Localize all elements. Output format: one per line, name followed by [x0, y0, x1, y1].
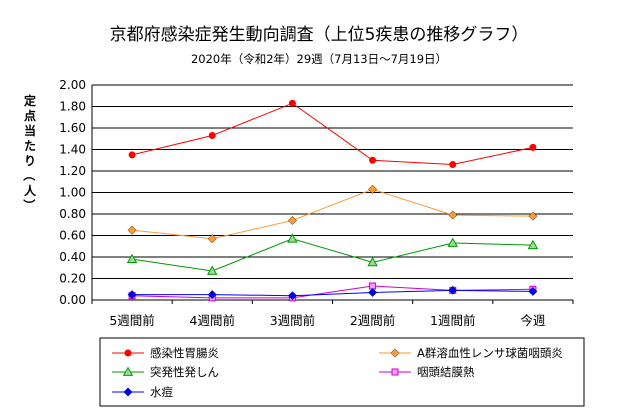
legend-label: 咽頭結膜熱 — [417, 365, 475, 379]
legend-item: A群溶血性レンサ球菌咽頭炎 — [379, 346, 563, 360]
y-axis-label-char: た — [24, 139, 36, 153]
legend-item: 水痘 — [112, 385, 173, 399]
data-point — [448, 210, 458, 220]
data-point — [207, 234, 217, 244]
data-point — [447, 237, 459, 247]
data-point — [528, 286, 538, 296]
data-point — [128, 151, 136, 159]
legend-marker — [123, 387, 133, 397]
data-point — [127, 225, 137, 235]
y-axis-label-char: （ — [22, 169, 37, 181]
data-point — [208, 132, 216, 140]
data-point — [528, 211, 538, 221]
series-line — [132, 188, 533, 240]
x-category-label: 5週間前 — [109, 313, 154, 328]
series-lines — [126, 99, 539, 302]
y-tick-label: 1.20 — [59, 164, 86, 178]
series-line — [131, 102, 534, 166]
data-point — [369, 156, 377, 164]
y-tick-label: 0.00 — [59, 293, 86, 307]
chart-subtitle: 2020年（令和2年）29週（7月13日～7月19日） — [191, 52, 447, 66]
x-category-label: 1週間前 — [430, 313, 475, 328]
legend-item: 咽頭結膜熱 — [379, 365, 475, 379]
data-point — [206, 265, 218, 275]
data-point — [368, 184, 378, 194]
legend-marker — [390, 348, 400, 358]
x-category-label: 4週間前 — [190, 313, 235, 328]
data-point — [287, 233, 298, 243]
y-axis-label-char: 人 — [24, 183, 37, 198]
legend-marker — [124, 349, 132, 357]
legend-label: 水痘 — [150, 385, 173, 399]
y-tick-label: 1.80 — [59, 100, 86, 114]
y-axis-label-char: り — [24, 154, 36, 168]
legend-label: 突発性発しん — [150, 365, 219, 379]
data-point — [127, 290, 137, 300]
data-point — [207, 290, 217, 300]
y-tick-labels: 0.00 0.20 0.40 0.60 0.80 1.00 1.20 1.40 1.60 1.80… — [59, 78, 86, 307]
data-point — [527, 239, 539, 250]
series-3 — [126, 233, 539, 275]
series-line — [132, 238, 533, 272]
series-1 — [128, 99, 537, 169]
legend-item: 感染性胃腸炎 — [112, 346, 219, 360]
series-5 — [127, 285, 538, 301]
data-point — [367, 256, 378, 267]
data-point — [448, 285, 458, 295]
series-line — [132, 289, 533, 297]
legend-marker — [122, 366, 134, 376]
y-tick-label: 0.80 — [59, 207, 86, 221]
y-tick-label: 0.40 — [59, 250, 86, 264]
series-2 — [127, 184, 538, 244]
y-tick-label: 0.20 — [59, 272, 86, 286]
grid-lines — [92, 84, 573, 279]
y-axis-label-char: 点 — [24, 108, 36, 123]
y-axis-label-char: 定 — [24, 93, 36, 108]
series-4 — [128, 282, 537, 302]
chart-title: 京都府感染症発生動向調査（上位5疾患の推移グラフ） — [110, 25, 529, 45]
legend-label: A群溶血性レンサ球菌咽頭炎 — [417, 346, 563, 360]
x-category-label: 今週 — [520, 313, 546, 328]
y-axis-label-char: ） — [22, 199, 37, 211]
series-line — [132, 285, 533, 299]
legend-label: 感染性胃腸炎 — [150, 346, 219, 360]
x-category-label: 2週間前 — [350, 313, 395, 328]
y-tick-label: 0.60 — [59, 229, 86, 243]
axes — [91, 85, 574, 304]
data-point — [529, 143, 537, 151]
y-tick-label: 1.40 — [59, 143, 86, 157]
y-axis-label-char: 当 — [24, 123, 36, 138]
data-point — [126, 253, 138, 264]
y-tick-label: 2.00 — [59, 78, 86, 92]
data-point — [449, 161, 457, 169]
y-tick-label: 1.60 — [59, 121, 86, 135]
y-tick-label: 1.00 — [59, 186, 86, 200]
data-point — [287, 291, 297, 301]
legend-marker — [391, 368, 399, 376]
legend-box — [99, 337, 585, 407]
x-category-label: 3週間前 — [270, 313, 315, 328]
data-point — [287, 215, 297, 225]
legend-item: 突発性発しん — [112, 365, 219, 379]
data-point — [288, 99, 296, 107]
data-point — [368, 287, 378, 297]
x-category-labels: 5週間前 4週間前 3週間前 2週間前 1週間前 今週 — [109, 313, 546, 328]
